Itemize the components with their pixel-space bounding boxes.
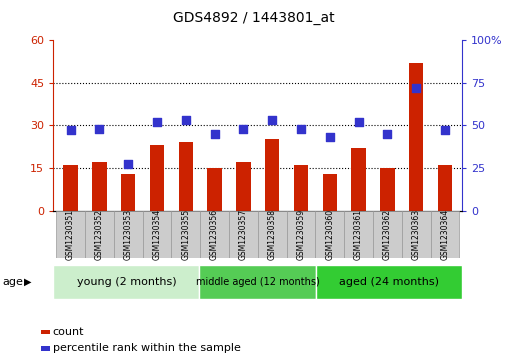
Point xyxy=(153,119,161,125)
Point xyxy=(412,85,420,91)
Bar xyxy=(150,145,164,211)
Text: young (2 months): young (2 months) xyxy=(77,277,176,287)
Bar xyxy=(409,63,423,211)
Bar xyxy=(64,165,78,211)
Bar xyxy=(114,211,143,258)
Bar xyxy=(85,211,114,258)
Bar xyxy=(294,165,308,211)
Bar xyxy=(229,211,258,258)
Bar xyxy=(265,139,279,211)
Text: percentile rank within the sample: percentile rank within the sample xyxy=(53,343,241,354)
Point xyxy=(268,117,276,123)
Text: GSM1230362: GSM1230362 xyxy=(383,209,392,260)
Bar xyxy=(143,211,171,258)
Text: GSM1230358: GSM1230358 xyxy=(268,209,277,260)
Text: ▶: ▶ xyxy=(24,277,32,287)
Bar xyxy=(171,211,200,258)
Text: GSM1230360: GSM1230360 xyxy=(325,209,334,260)
Bar xyxy=(199,265,316,299)
Text: count: count xyxy=(53,327,84,337)
Point xyxy=(297,126,305,131)
Bar xyxy=(258,211,287,258)
Text: age: age xyxy=(3,277,23,287)
Bar xyxy=(121,174,136,211)
Text: GSM1230357: GSM1230357 xyxy=(239,209,248,260)
Point xyxy=(355,119,363,125)
Bar xyxy=(438,165,452,211)
Text: GSM1230363: GSM1230363 xyxy=(411,209,421,260)
Point xyxy=(239,126,247,131)
Point xyxy=(124,162,132,167)
Text: GSM1230352: GSM1230352 xyxy=(95,209,104,260)
Text: GSM1230356: GSM1230356 xyxy=(210,209,219,260)
Bar xyxy=(287,211,315,258)
Text: GSM1230359: GSM1230359 xyxy=(297,209,305,260)
Bar xyxy=(380,168,395,211)
Point xyxy=(384,131,392,137)
Bar xyxy=(200,211,229,258)
Text: middle aged (12 months): middle aged (12 months) xyxy=(196,277,320,287)
Text: GDS4892 / 1443801_at: GDS4892 / 1443801_at xyxy=(173,11,335,25)
Bar xyxy=(56,211,85,258)
Text: GSM1230364: GSM1230364 xyxy=(440,209,450,260)
Text: GSM1230353: GSM1230353 xyxy=(124,209,133,260)
Bar xyxy=(373,211,402,258)
Bar xyxy=(236,162,250,211)
Text: GSM1230351: GSM1230351 xyxy=(66,209,75,260)
Bar xyxy=(53,265,199,299)
Text: GSM1230355: GSM1230355 xyxy=(181,209,190,260)
Text: aged (24 months): aged (24 months) xyxy=(339,277,439,287)
Bar xyxy=(207,168,222,211)
Bar xyxy=(402,211,431,258)
Text: GSM1230361: GSM1230361 xyxy=(354,209,363,260)
Bar xyxy=(179,142,193,211)
Bar xyxy=(316,265,462,299)
Bar xyxy=(323,174,337,211)
Bar xyxy=(344,211,373,258)
Point xyxy=(326,134,334,140)
Text: GSM1230354: GSM1230354 xyxy=(152,209,162,260)
Point xyxy=(96,126,104,131)
Point xyxy=(441,127,449,133)
Point xyxy=(182,117,190,123)
Bar xyxy=(431,211,459,258)
Bar xyxy=(352,148,366,211)
Bar xyxy=(315,211,344,258)
Bar xyxy=(92,162,107,211)
Point xyxy=(210,131,218,137)
Point xyxy=(67,127,75,133)
